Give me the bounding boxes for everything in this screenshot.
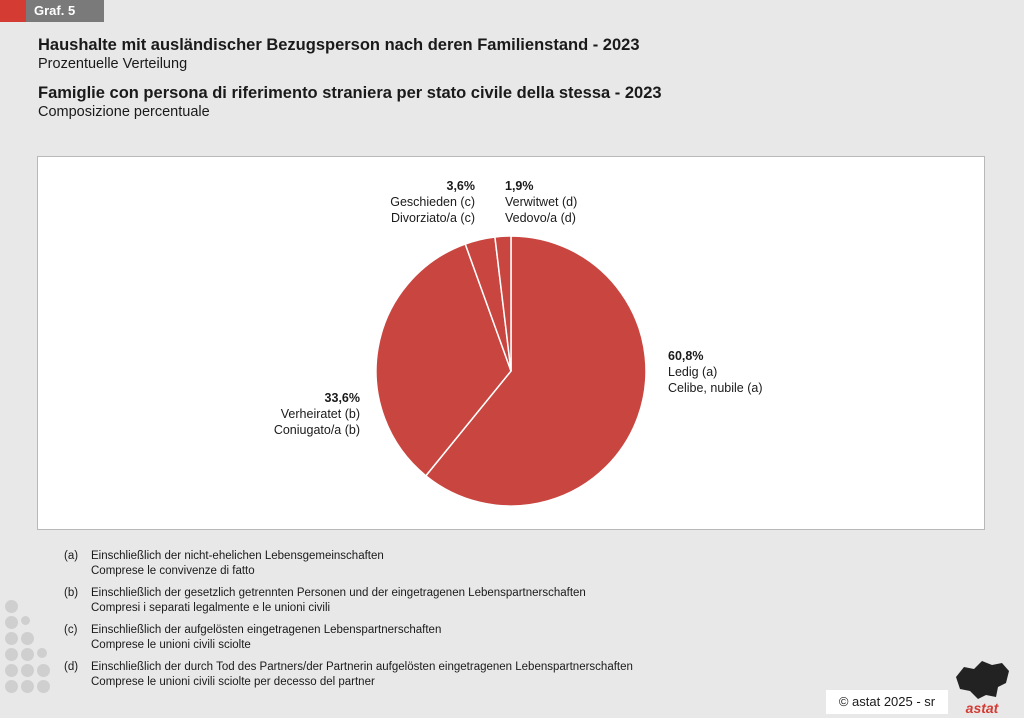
pie-label-verwitwet: 1,9% Verwitwet (d) Vedovo/a (d) (505, 178, 577, 226)
astat-logo: astat (952, 657, 1012, 715)
pie-label-geschieden: 3,6% Geschieden (c) Divorziato/a (c) (388, 178, 475, 226)
pie-label-pct: 60,8% (668, 349, 704, 363)
pie-label-it: Vedovo/a (d) (505, 211, 576, 225)
footnote-key: (a) (64, 550, 79, 562)
logo-text: astat (965, 700, 999, 716)
title-it: Famiglie con persona di riferimento stra… (38, 84, 662, 102)
footnote-key: (b) (64, 587, 79, 599)
pie-label-de: Geschieden (c) (390, 195, 475, 209)
footnote-key: (d) (64, 661, 79, 673)
footnote-it: Comprese le unioni civili sciolte (91, 638, 251, 651)
pie-label-de: Verheiratet (b) (280, 407, 360, 421)
pie-label-ledig: 60,8% Ledig (a) Celibe, nubile (a) (668, 348, 763, 396)
footnote-it: Comprese le unioni civili sciolte per de… (91, 675, 375, 688)
graf-badge: Graf. 5 (26, 0, 104, 22)
pie-label-it: Divorziato/a (c) (390, 211, 475, 225)
pie-label-it: Coniugato/a (b) (273, 423, 360, 437)
footnote-de: Einschließlich der aufgelösten eingetrag… (91, 624, 442, 636)
south-tyrol-map-icon (956, 661, 1009, 699)
footnotes: (a) Einschließlich der nicht-ehelichen L… (64, 549, 633, 697)
pie-slice-verwitwet (494, 235, 512, 372)
footnote: (c) Einschließlich der aufgelösten einge… (64, 623, 633, 652)
decorative-dots (5, 600, 65, 700)
footnote: (d) Einschließlich der durch Tod des Par… (64, 660, 633, 689)
pie-label-pct: 1,9% (505, 179, 534, 193)
footnote-de: Einschließlich der nicht-ehelichen Leben… (91, 550, 384, 562)
pie-label-pct: 3,6% (446, 179, 476, 193)
footnote-key: (c) (64, 624, 78, 636)
footnote: (b) Einschließlich der gesetzlich getren… (64, 586, 633, 615)
pie-slice-verheiratet (375, 243, 512, 477)
copyright-credit: © astat 2025 - sr (826, 690, 948, 714)
pie-label-de: Ledig (a) (668, 365, 718, 379)
pie-label-pct: 33,6% (324, 391, 360, 405)
footnote: (a) Einschließlich der nicht-ehelichen L… (64, 549, 633, 578)
pie-label-it: Celibe, nubile (a) (668, 381, 763, 395)
pie-slice-ledig (424, 235, 647, 507)
footnote-it: Compresi i separati legalmente e le unio… (91, 601, 331, 614)
graf-accent-bar (0, 0, 26, 22)
footnote-de: Einschließlich der durch Tod des Partner… (91, 661, 633, 673)
chart-panel: 3,6% Geschieden (c) Divorziato/a (c) 1,9… (37, 156, 985, 530)
subtitle-de: Prozentuelle Verteilung (38, 56, 188, 72)
subtitle-it: Composizione percentuale (38, 104, 210, 120)
title-de: Haushalte mit ausländischer Bezugsperson… (38, 36, 640, 54)
pie-label-verheiratet: 33,6% Verheiratet (b) Coniugato/a (b) (238, 390, 360, 438)
pie-label-de: Verwitwet (d) (505, 195, 578, 209)
pie-chart (375, 235, 647, 507)
footnote-de: Einschließlich der gesetzlich getrennten… (91, 587, 586, 599)
footnote-it: Comprese le convivenze di fatto (91, 564, 255, 577)
